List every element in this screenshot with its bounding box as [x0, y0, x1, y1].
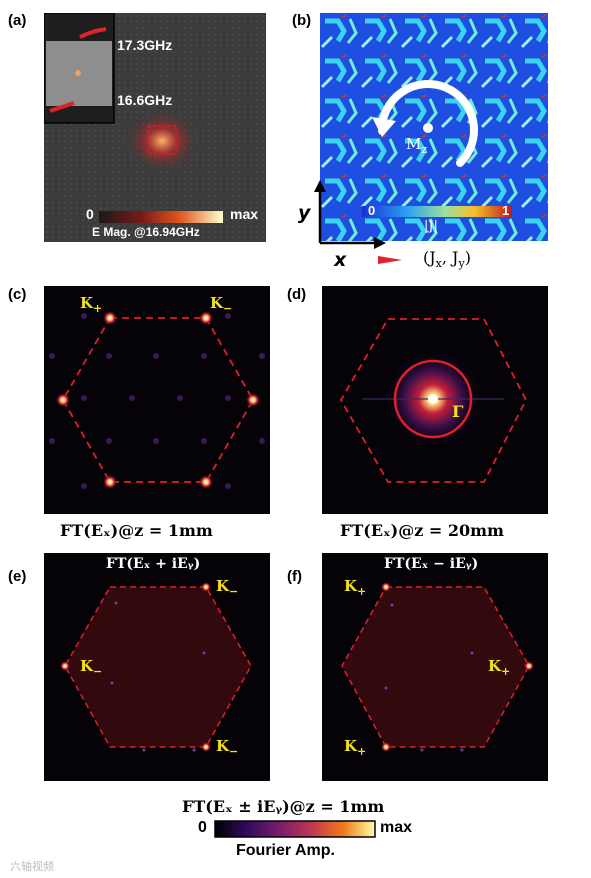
panel-f-title: FT(Eₓ − iEᵧ) [384, 556, 479, 572]
k-symbol: K [216, 577, 230, 595]
k-subscript: + [357, 585, 367, 598]
panel-a-scale-title: E Mag. @16.94GHz [92, 225, 200, 239]
panel-b-label: (b) [292, 12, 312, 29]
legend-close: ) [464, 248, 471, 267]
panel-b-scale-min: 0 [368, 203, 376, 218]
panel-c-spectrum: K+ K− [44, 286, 270, 514]
panel-d-spectrum-plot [339, 318, 528, 483]
panel-c-spectrum-plot [49, 311, 265, 489]
moment-symbol: M [406, 135, 422, 153]
panel-a-scale-max: max [230, 206, 259, 222]
panel-a-freq-bottom: 16.6GHz [117, 92, 173, 108]
panel-b-axis-x: x [334, 249, 347, 271]
panel-e-label: (e) [8, 568, 27, 585]
panel-b-current-plot [320, 13, 548, 241]
panel-d-gamma: Γ [452, 402, 464, 421]
panel-b-moment-label: Mz [406, 135, 427, 156]
legend-sub-y: y [458, 257, 465, 271]
panel-e-spectrum: FT(Eₓ + iEᵧ) K− K− K− [44, 553, 270, 781]
watermark: 六轴视频 [10, 861, 54, 873]
panel-e-k-bottom: K− [216, 737, 238, 758]
panel-c-label: (c) [8, 286, 27, 303]
panel-a-field-plot [44, 13, 266, 242]
panel-e-title: FT(Eₓ + iEᵧ) [106, 556, 201, 572]
panel-c-k-plus: K+ [80, 294, 102, 315]
panel-d-caption: FT(Eₓ)@z = 20mm [340, 521, 504, 540]
k-subscript: − [229, 745, 239, 758]
panel-b-axes [314, 180, 386, 249]
panel-f-spectrum: FT(Eₓ − iEᵧ) K+ K+ K+ [322, 553, 548, 781]
bottom-scale-max: max [380, 819, 413, 836]
k-symbol: K [80, 657, 94, 675]
k-symbol: K [216, 737, 230, 755]
bottom-scale-min: 0 [198, 819, 207, 836]
k-symbol: K [80, 294, 94, 312]
bottom-colorbar [214, 820, 376, 838]
panel-a-freq-top: 17.3GHz [117, 37, 173, 53]
panel-d-spectrum: Γ [322, 286, 548, 514]
legend-open: (J [423, 248, 436, 267]
k-subscript: − [229, 585, 239, 598]
k-symbol: K [344, 737, 358, 755]
k-subscript: + [357, 745, 367, 758]
panel-f-k-bottom: K+ [344, 737, 366, 758]
k-subscript: − [223, 302, 233, 315]
panel-c-k-minus: K− [210, 294, 232, 315]
panel-e-k-left: K− [80, 657, 102, 678]
legend-sub-x: x [435, 257, 442, 271]
panel-b-scale-max: 1 [502, 203, 510, 218]
panel-a-field-map: 17.3GHz 16.6GHz 0 max E Mag. @16.94GHz [44, 13, 266, 242]
k-subscript: + [93, 302, 103, 315]
panel-f-k-top: K+ [344, 577, 366, 598]
panel-e-k-top: K− [216, 577, 238, 598]
panel-a-label: (a) [8, 12, 27, 29]
panel-b-current-map: Mz 0 1 |J| [320, 13, 548, 241]
k-symbol: K [488, 657, 502, 675]
panel-b-arrow-icon [378, 256, 402, 264]
bottom-caption: FT(Eₓ ± iEᵧ)@z = 1mm [182, 797, 385, 816]
panel-b-arrow-legend: (Jx, Jy) [423, 248, 471, 270]
k-subscript: + [501, 665, 511, 678]
k-symbol: K [344, 577, 358, 595]
bottom-scale-title: Fourier Amp. [236, 842, 335, 859]
panel-b-scale-title: |J| [424, 219, 438, 234]
panel-f-k-right: K+ [488, 657, 510, 678]
panel-d-label: (d) [287, 286, 307, 303]
panel-a-scale-min: 0 [86, 206, 94, 222]
panel-f-label: (f) [287, 568, 302, 585]
k-subscript: − [93, 665, 103, 678]
panel-b-axis-y: y [298, 202, 311, 224]
panel-e-spectrum-plot [60, 582, 252, 752]
panel-f-spectrum-plot [341, 582, 534, 752]
panel-c-caption: FT(Eₓ)@z = 1mm [60, 521, 213, 540]
k-symbol: K [210, 294, 224, 312]
moment-subscript: z [421, 143, 428, 156]
legend-mid: , J [441, 248, 459, 267]
